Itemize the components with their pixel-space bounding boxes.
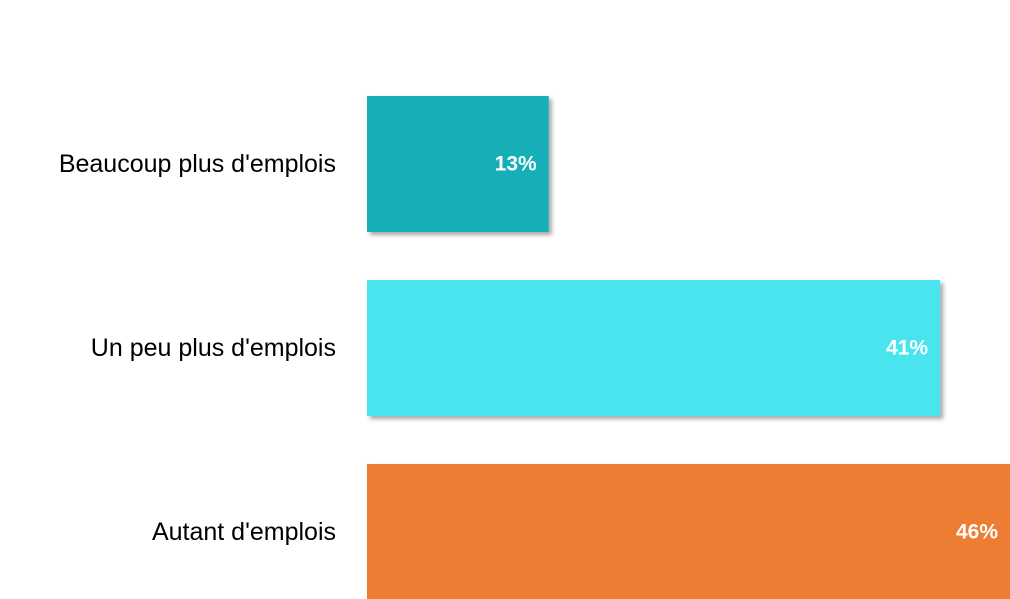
value-label-2: 46% — [956, 521, 998, 544]
value-label-0: 13% — [495, 153, 537, 176]
category-label-0: Beaucoup plus d'emplois — [59, 150, 336, 178]
value-label-1: 41% — [886, 337, 928, 360]
bars-group: Beaucoup plus d'emplois 13% Un peu plus d'… — [59, 96, 1010, 599]
bar-1 — [367, 280, 941, 416]
category-label-1: Un peu plus d'emplois — [91, 334, 336, 362]
bar-2 — [367, 464, 1010, 599]
bar-0 — [367, 96, 549, 232]
category-label-2: Autant d'emplois — [152, 518, 336, 546]
